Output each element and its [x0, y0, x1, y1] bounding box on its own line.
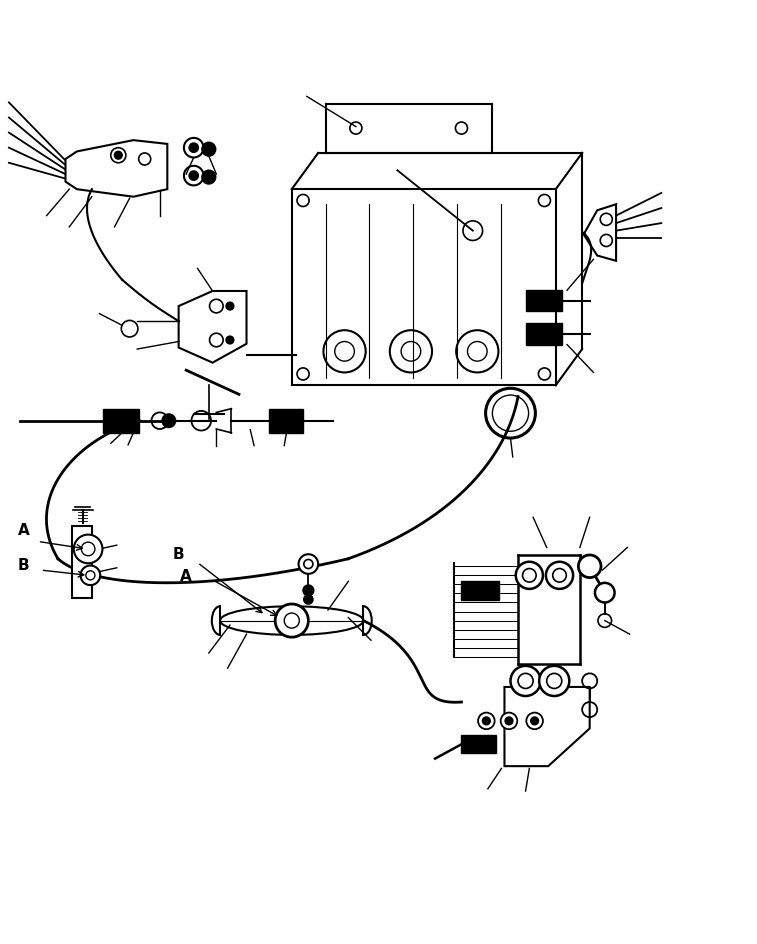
Circle shape [546, 562, 573, 589]
Bar [462, 582, 499, 600]
Polygon shape [179, 291, 247, 362]
Circle shape [526, 713, 543, 729]
Text: A: A [180, 569, 192, 584]
Bar [71, 527, 92, 598]
Circle shape [298, 554, 318, 574]
Circle shape [303, 585, 313, 596]
Circle shape [226, 302, 234, 310]
Bar [462, 735, 496, 753]
Circle shape [114, 151, 122, 159]
Circle shape [595, 582, 615, 602]
Circle shape [516, 562, 543, 589]
Text: B: B [18, 558, 30, 573]
Bar [269, 409, 303, 432]
Polygon shape [584, 204, 616, 261]
Circle shape [80, 565, 100, 585]
Circle shape [73, 534, 102, 564]
Circle shape [162, 413, 176, 428]
Circle shape [276, 604, 308, 637]
Circle shape [189, 171, 198, 180]
Circle shape [482, 717, 490, 725]
Circle shape [202, 143, 216, 156]
Text: B: B [173, 547, 184, 562]
Circle shape [510, 666, 540, 696]
Circle shape [578, 555, 601, 578]
Circle shape [500, 713, 517, 729]
Circle shape [202, 170, 216, 184]
Circle shape [304, 595, 313, 604]
Circle shape [478, 713, 494, 729]
Bar [525, 290, 562, 312]
Bar [103, 409, 139, 432]
Polygon shape [504, 687, 590, 767]
Circle shape [531, 717, 538, 725]
Bar [525, 324, 562, 345]
Circle shape [226, 336, 234, 344]
Circle shape [505, 717, 512, 725]
Circle shape [189, 143, 198, 152]
Text: A: A [18, 523, 30, 538]
Polygon shape [66, 140, 167, 196]
Circle shape [539, 666, 569, 696]
